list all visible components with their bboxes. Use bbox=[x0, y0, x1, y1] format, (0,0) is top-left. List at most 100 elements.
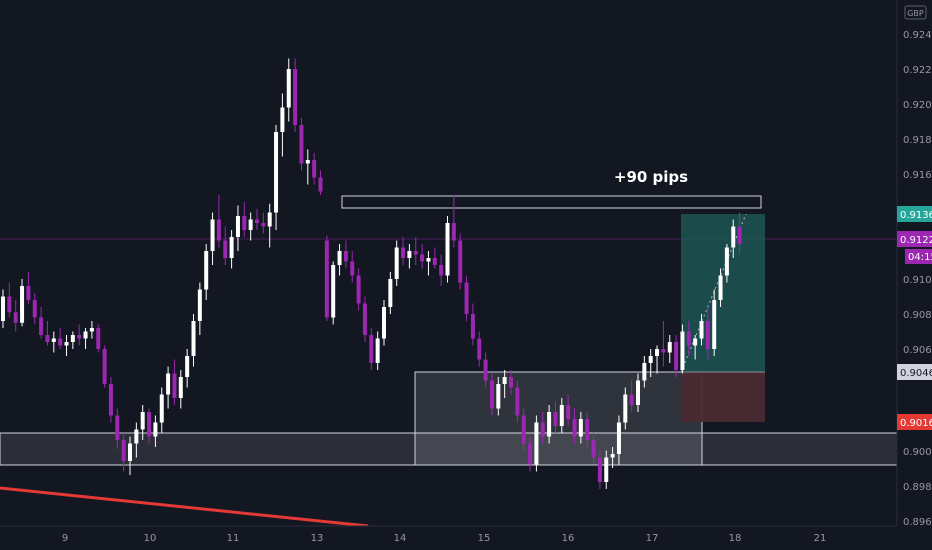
candle-body bbox=[191, 321, 196, 356]
candle-body bbox=[464, 282, 469, 314]
candle-body bbox=[528, 443, 533, 465]
candle-body bbox=[382, 307, 386, 339]
candle-body bbox=[96, 328, 101, 349]
currency-badge[interactable] bbox=[904, 5, 927, 20]
target-zone bbox=[681, 214, 765, 372]
price-tick: 0.90600 bbox=[903, 345, 932, 356]
candle-body bbox=[210, 219, 215, 251]
candle-body bbox=[83, 331, 88, 339]
svg-text:0.90464: 0.90464 bbox=[900, 368, 932, 379]
candle-body bbox=[166, 373, 171, 395]
candle-body bbox=[585, 419, 590, 440]
candle-body bbox=[305, 160, 310, 164]
candle-body bbox=[1, 296, 5, 321]
entry-price-tag: 0.90464 bbox=[897, 364, 932, 380]
price-tick: 0.92000 bbox=[903, 100, 932, 111]
candle-body bbox=[591, 440, 596, 458]
trendline bbox=[0, 486, 369, 528]
price-axis[interactable]: 0.92400 0.92200 0.92000 0.91800 0.91600 … bbox=[903, 30, 932, 528]
time-tick: 13 bbox=[311, 533, 324, 544]
candle-body bbox=[350, 261, 355, 276]
svg-text:04:15: 04:15 bbox=[908, 252, 932, 263]
candle-body bbox=[229, 237, 234, 258]
candle-body bbox=[286, 69, 291, 108]
candle-body bbox=[566, 405, 571, 419]
candle-body bbox=[451, 223, 456, 241]
candle-body bbox=[293, 69, 298, 125]
candle-body bbox=[540, 422, 545, 437]
time-tick: 21 bbox=[814, 533, 827, 544]
candle-body bbox=[121, 440, 126, 461]
candle-body bbox=[458, 240, 463, 283]
candle-body bbox=[547, 412, 552, 437]
candle-body bbox=[686, 331, 691, 346]
candle-body bbox=[153, 422, 158, 437]
candle-body bbox=[51, 338, 56, 342]
candle-body bbox=[369, 335, 374, 363]
candle-body bbox=[45, 335, 50, 342]
bar-countdown: 04:15 bbox=[905, 249, 932, 264]
candle-body bbox=[204, 251, 209, 290]
candle-body bbox=[407, 251, 412, 258]
candle-body bbox=[661, 349, 666, 353]
candle-body bbox=[89, 328, 94, 332]
candle-body bbox=[318, 177, 323, 192]
candle-body bbox=[343, 251, 348, 262]
candle-body bbox=[515, 387, 520, 416]
candle-body bbox=[185, 356, 190, 377]
candle-body bbox=[375, 338, 380, 363]
price-tick: 0.90000 bbox=[903, 447, 932, 458]
candle-body bbox=[140, 412, 145, 430]
candle-body bbox=[667, 342, 672, 353]
time-axis[interactable]: 9 10 11 13 14 15 16 17 18 21 bbox=[62, 533, 827, 544]
candle-body bbox=[597, 457, 602, 482]
candle-body bbox=[674, 342, 679, 370]
stop-zone bbox=[681, 372, 765, 422]
candle-body bbox=[604, 457, 609, 482]
candle-body bbox=[77, 335, 82, 339]
candle-body bbox=[128, 443, 132, 461]
candle-body bbox=[509, 377, 513, 388]
candle-body bbox=[13, 312, 18, 323]
candle-body bbox=[134, 429, 139, 444]
candle-body bbox=[7, 296, 12, 313]
candle-body bbox=[331, 265, 336, 318]
time-tick: 11 bbox=[227, 533, 240, 544]
candles-group bbox=[1, 58, 742, 489]
candle-body bbox=[502, 377, 507, 384]
candle-body bbox=[20, 286, 25, 323]
candle-body bbox=[178, 377, 183, 398]
candle-body bbox=[401, 247, 406, 258]
candle-body bbox=[394, 247, 399, 279]
time-tick: 17 bbox=[646, 533, 659, 544]
candle-body bbox=[724, 247, 729, 276]
candle-body bbox=[629, 394, 634, 405]
candle-body bbox=[58, 338, 63, 346]
price-tick: 0.92200 bbox=[903, 65, 932, 76]
candle-body bbox=[477, 338, 482, 360]
stop-price-tag: 0.90169 bbox=[897, 414, 932, 430]
candle-body bbox=[255, 219, 259, 223]
price-tick: 0.90800 bbox=[903, 310, 932, 321]
price-tick: 0.89800 bbox=[903, 482, 932, 493]
position-path bbox=[680, 213, 747, 373]
candle-body bbox=[489, 380, 494, 409]
candle-body bbox=[388, 279, 393, 307]
candle-body bbox=[610, 454, 615, 458]
candle-body bbox=[712, 300, 717, 349]
candle-body bbox=[197, 289, 202, 321]
candle-body bbox=[439, 265, 444, 276]
currency-label: GBP bbox=[907, 9, 924, 18]
candle-body bbox=[705, 321, 710, 349]
time-tick: 14 bbox=[394, 533, 407, 544]
candle-body bbox=[699, 321, 704, 339]
candle-body bbox=[216, 219, 221, 241]
candle-body bbox=[553, 412, 558, 426]
candle-body bbox=[623, 394, 628, 423]
price-tick: 0.89600 bbox=[903, 517, 932, 528]
candle-body bbox=[280, 107, 285, 132]
svg-text:0.90169: 0.90169 bbox=[900, 418, 932, 429]
candle-body bbox=[337, 251, 342, 265]
pips-annotation: +90 pips bbox=[614, 168, 688, 186]
